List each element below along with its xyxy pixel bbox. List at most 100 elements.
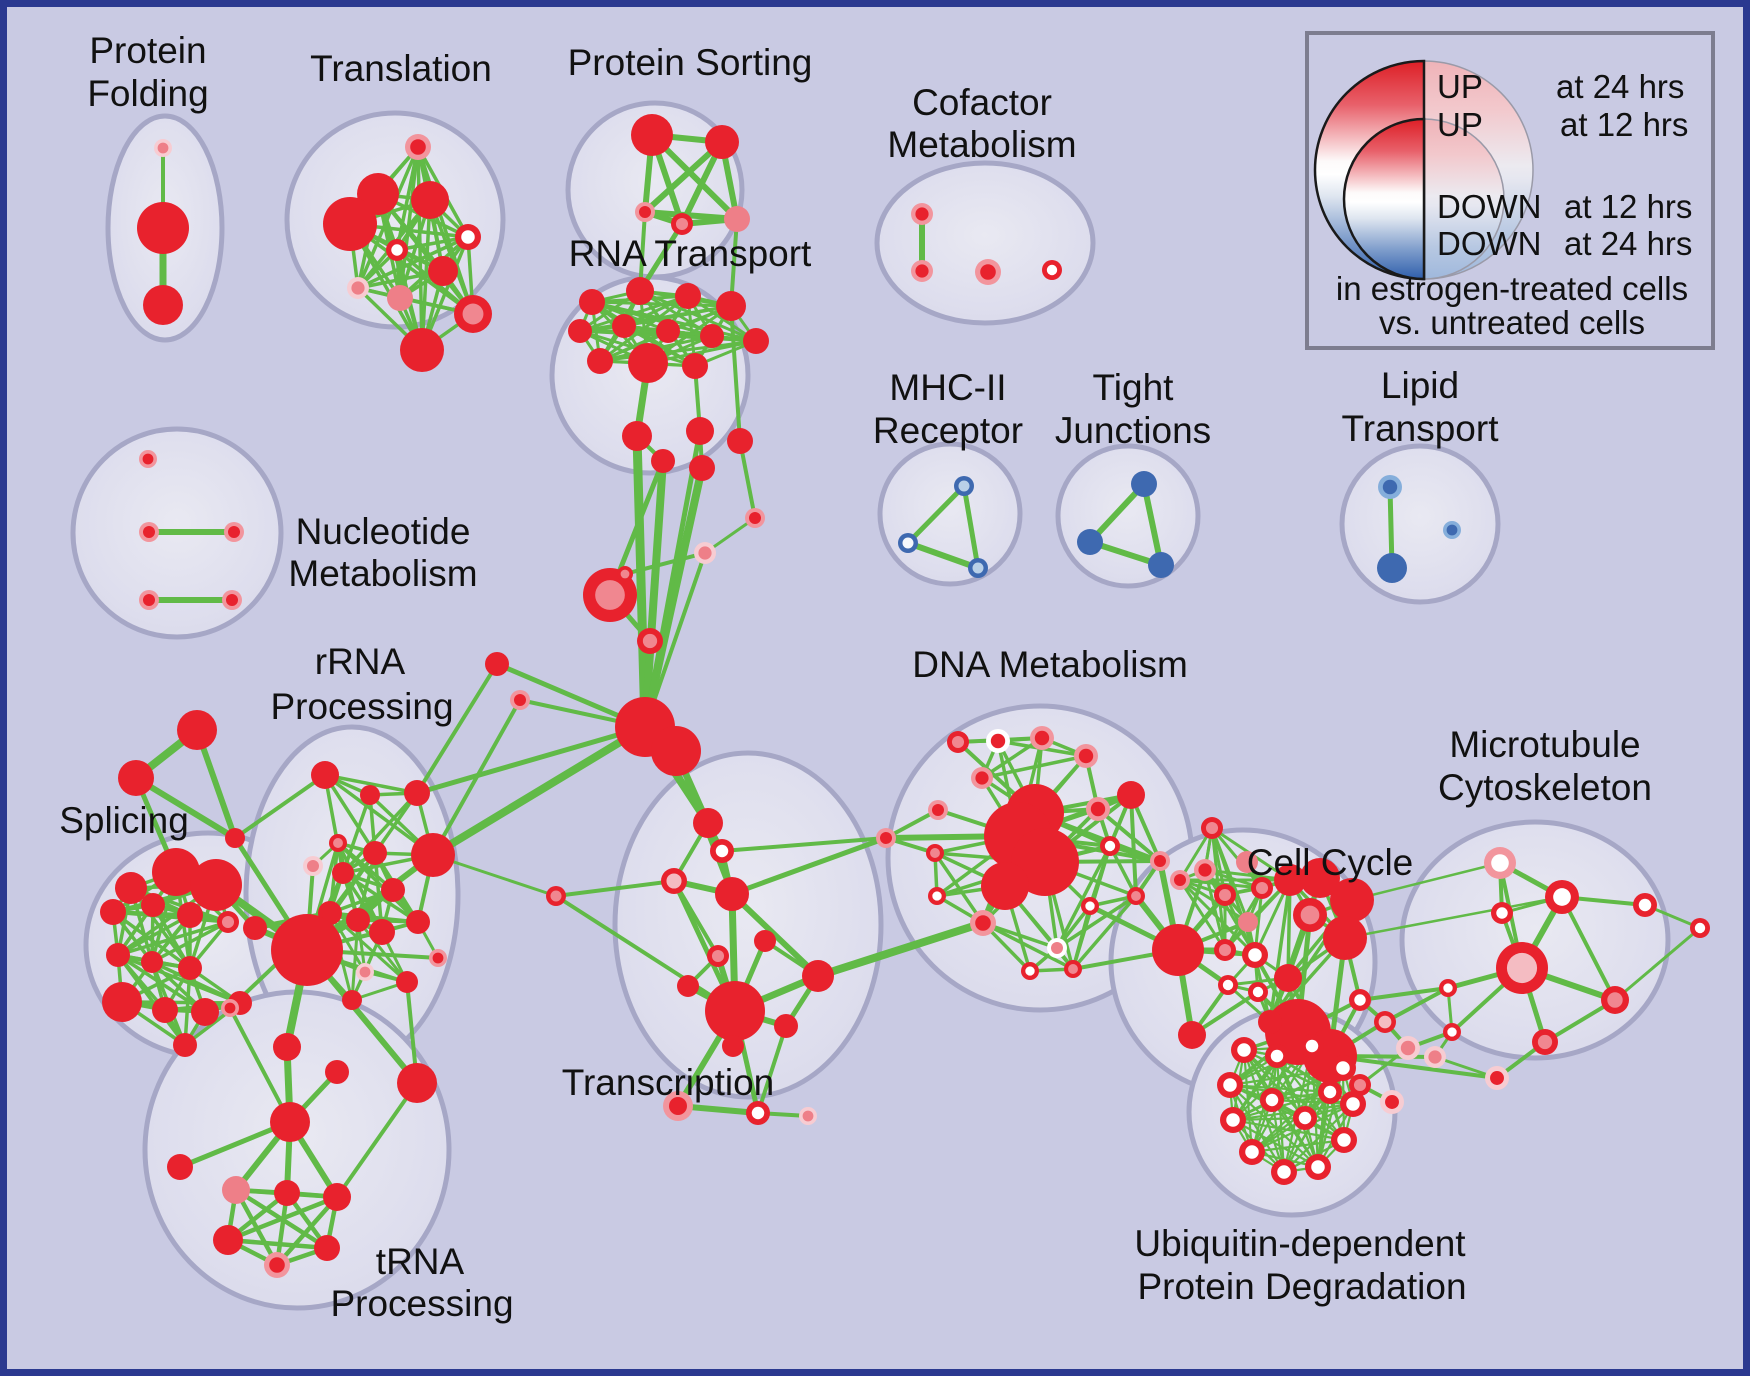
gene-node <box>1117 781 1145 809</box>
gene-node <box>397 1063 437 1103</box>
gene-node-core <box>1490 1071 1504 1085</box>
cluster-label-mhc_ii_receptor: Receptor <box>873 410 1023 451</box>
network-edge <box>116 953 187 1047</box>
gene-node <box>485 652 509 676</box>
gene-node-core <box>1255 881 1269 895</box>
gene-node-core <box>1085 901 1095 911</box>
gene-node-core <box>1104 840 1116 852</box>
inter-cluster-edge <box>431 698 522 857</box>
gene-node <box>1178 1021 1206 1049</box>
network-edge <box>1286 878 1292 980</box>
gene-node <box>1323 916 1367 960</box>
network-edge <box>905 483 967 546</box>
cluster-boundary-cofactor_metabolism <box>874 160 1096 326</box>
gene-node-core <box>1305 1039 1319 1053</box>
gene-node <box>141 893 165 917</box>
legend-direction-label: DOWN <box>1437 225 1541 262</box>
gene-node-core <box>1218 943 1232 957</box>
gene-node-core <box>1090 801 1106 817</box>
gene-node-core <box>550 890 562 902</box>
cluster-label-translation: Translation <box>310 48 492 89</box>
gene-node <box>137 202 189 254</box>
inter-cluster-edge <box>641 457 667 731</box>
network-edge <box>1071 904 1092 971</box>
cluster-label-protein_folding: Protein <box>89 30 206 71</box>
gene-node <box>700 324 724 348</box>
gene-node <box>191 998 219 1026</box>
network-edge <box>554 879 676 898</box>
gene-node-core <box>749 512 761 524</box>
gene-node-core <box>1270 1049 1284 1063</box>
network-edge <box>274 1194 340 1268</box>
gene-node-core <box>802 1110 814 1122</box>
gene-node-core <box>1252 986 1264 998</box>
gene-node-core <box>1443 983 1453 993</box>
gene-node <box>682 353 708 379</box>
gene-node-core <box>307 860 319 872</box>
gene-node <box>568 319 592 343</box>
network-edge <box>672 879 720 958</box>
gene-node <box>705 981 765 1041</box>
gene-node-core <box>1248 948 1262 962</box>
gene-node-core <box>1222 979 1234 991</box>
inter-cluster-edge <box>415 662 499 795</box>
gene-node <box>428 256 458 286</box>
legend-dial-half <box>1342 117 1426 281</box>
gene-node <box>271 914 343 986</box>
gene-node <box>106 943 130 967</box>
cluster-label-tight_junctions: Junctions <box>1055 410 1211 451</box>
gene-node <box>314 1235 340 1261</box>
network-edge <box>933 851 985 925</box>
gene-node <box>693 808 723 838</box>
gene-node-core <box>1346 1097 1360 1111</box>
gene-node-core <box>226 594 238 606</box>
cluster-label-nucleotide_metabolism: Nucleotide <box>296 511 471 552</box>
gene-node-core <box>1323 1085 1337 1099</box>
gene-node <box>360 785 380 805</box>
network-edge <box>554 894 737 1013</box>
legend-dial-half <box>1423 118 1505 280</box>
cluster-label-transcription: Transcription <box>562 1062 774 1103</box>
gene-node <box>274 1180 300 1206</box>
gene-node <box>152 848 200 896</box>
cluster-label-trna_processing: tRNA <box>376 1241 465 1282</box>
gene-node-core <box>715 844 729 858</box>
gene-node <box>222 1176 250 1204</box>
gene-node-core <box>951 735 965 749</box>
gene-node <box>1011 828 1079 896</box>
gene-node-core <box>432 952 444 964</box>
network-edge <box>622 304 733 328</box>
gene-node <box>100 899 126 925</box>
gene-node-core <box>1446 524 1458 536</box>
gene-node-core <box>1298 1111 1312 1125</box>
gene-node <box>177 710 217 750</box>
gene-node-core <box>1353 1078 1367 1092</box>
gene-node <box>369 919 395 945</box>
network-edge <box>1178 878 1227 952</box>
gene-node-core <box>980 264 996 280</box>
legend-time-label: at 24 hrs <box>1564 225 1692 262</box>
network-edge <box>1141 481 1164 568</box>
network-edge <box>578 294 690 333</box>
inter-cluster-edge <box>632 431 650 732</box>
gene-node <box>404 780 430 806</box>
gene-node-core <box>1337 1133 1351 1147</box>
network-edge <box>1178 878 1257 957</box>
cluster-boundary-lipid_transport <box>1339 443 1501 605</box>
gene-node <box>1236 851 1258 873</box>
gene-node <box>1377 553 1407 583</box>
gene-node-core <box>1218 888 1232 902</box>
gene-node <box>323 1183 351 1211</box>
gene-node-core <box>975 915 991 931</box>
gene-node-core <box>1174 874 1186 886</box>
gene-node <box>743 328 769 354</box>
gene-node-core <box>958 480 970 492</box>
gene-node-core <box>711 949 725 963</box>
gene-node-core <box>1506 952 1538 984</box>
legend: UP at 24 hrs UP at 12 hrs DOWN at 12 hrs DOWN a… <box>1305 31 1715 350</box>
gene-node <box>722 1035 744 1057</box>
gene-node <box>152 997 178 1023</box>
gene-node-core <box>915 207 929 221</box>
gene-node-core <box>932 804 944 816</box>
